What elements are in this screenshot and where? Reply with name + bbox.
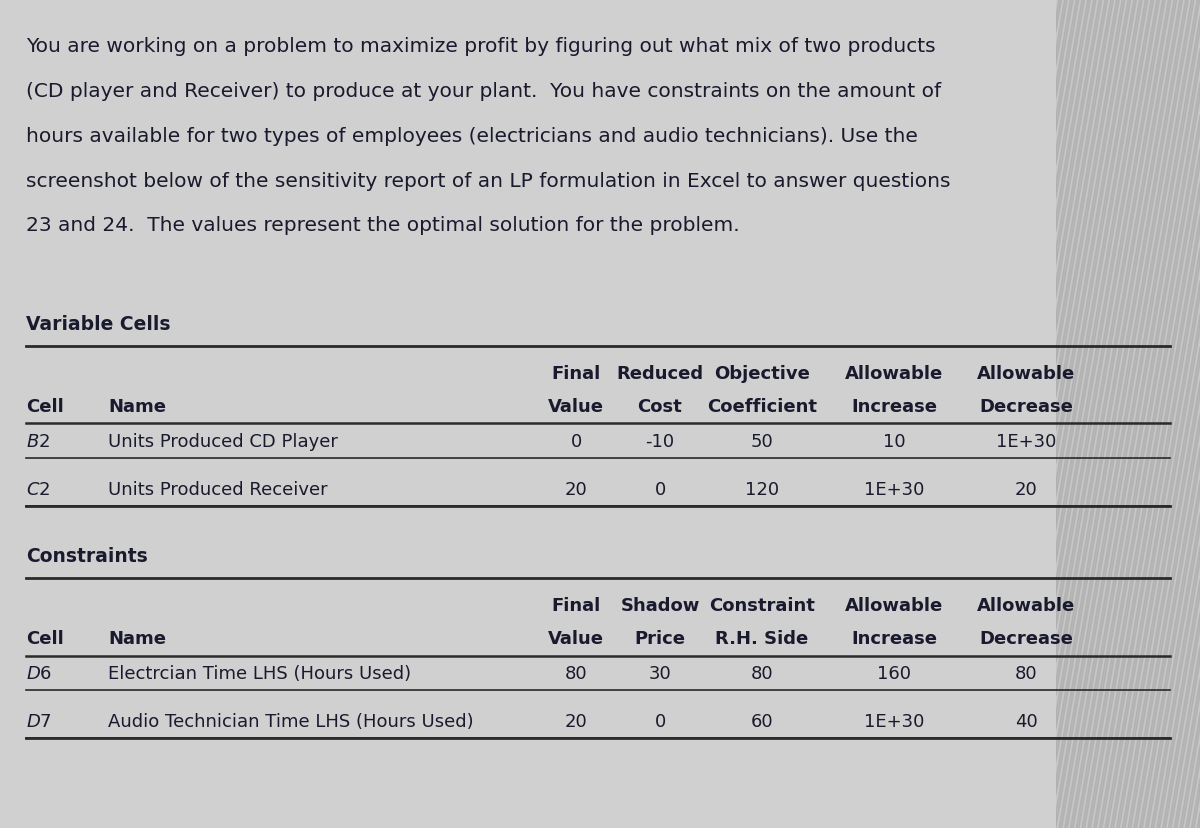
Text: hours available for two types of employees (electricians and audio technicians).: hours available for two types of employe… — [26, 127, 918, 146]
Text: 1E+30: 1E+30 — [996, 432, 1056, 450]
Text: 60: 60 — [751, 712, 773, 730]
Text: 40: 40 — [1015, 712, 1037, 730]
Text: 1E+30: 1E+30 — [864, 712, 924, 730]
Text: 80: 80 — [751, 664, 773, 682]
Text: Cell: Cell — [26, 397, 64, 416]
Text: Allowable: Allowable — [845, 364, 943, 383]
Text: Cell: Cell — [26, 629, 64, 647]
Text: Value: Value — [548, 629, 604, 647]
Text: Electrcian Time LHS (Hours Used): Electrcian Time LHS (Hours Used) — [108, 664, 412, 682]
Text: Variable Cells: Variable Cells — [26, 315, 170, 334]
Text: You are working on a problem to maximize profit by figuring out what mix of two : You are working on a problem to maximize… — [26, 37, 936, 56]
Text: Constraints: Constraints — [26, 546, 148, 566]
Text: 23 and 24.  The values represent the optimal solution for the problem.: 23 and 24. The values represent the opti… — [26, 216, 740, 235]
Text: $D$7: $D$7 — [26, 712, 53, 730]
Text: $D$6: $D$6 — [26, 664, 53, 682]
Text: Objective: Objective — [714, 364, 810, 383]
Text: Price: Price — [635, 629, 685, 647]
Text: Allowable: Allowable — [977, 596, 1075, 614]
Text: 30: 30 — [649, 664, 671, 682]
Text: Coefficient: Coefficient — [707, 397, 817, 416]
Text: (CD player and Receiver) to produce at your plant.  You have constraints on the : (CD player and Receiver) to produce at y… — [26, 82, 942, 101]
Text: Constraint: Constraint — [709, 596, 815, 614]
Text: 50: 50 — [751, 432, 773, 450]
Text: 20: 20 — [1015, 480, 1037, 498]
Text: Final: Final — [551, 596, 601, 614]
Text: Cost: Cost — [637, 397, 683, 416]
Text: Final: Final — [551, 364, 601, 383]
Text: 160: 160 — [877, 664, 911, 682]
Text: 120: 120 — [745, 480, 779, 498]
Text: Name: Name — [108, 629, 166, 647]
Text: 20: 20 — [565, 480, 587, 498]
Text: Shadow: Shadow — [620, 596, 700, 614]
Text: $B$2: $B$2 — [26, 432, 50, 450]
Text: 80: 80 — [1015, 664, 1037, 682]
Text: Units Produced Receiver: Units Produced Receiver — [108, 480, 328, 498]
Text: 0: 0 — [654, 480, 666, 498]
Text: -10: -10 — [646, 432, 674, 450]
Text: R.H. Side: R.H. Side — [715, 629, 809, 647]
Text: screenshot below of the sensitivity report of an LP formulation in Excel to answ: screenshot below of the sensitivity repo… — [26, 171, 950, 190]
Text: Value: Value — [548, 397, 604, 416]
Text: Name: Name — [108, 397, 166, 416]
Text: $C$2: $C$2 — [26, 480, 50, 498]
Text: Decrease: Decrease — [979, 629, 1073, 647]
Text: Allowable: Allowable — [845, 596, 943, 614]
Text: Reduced: Reduced — [617, 364, 703, 383]
Text: Decrease: Decrease — [979, 397, 1073, 416]
Text: 1E+30: 1E+30 — [864, 480, 924, 498]
Text: 0: 0 — [570, 432, 582, 450]
Text: 80: 80 — [565, 664, 587, 682]
Text: 10: 10 — [883, 432, 905, 450]
Text: Audio Technician Time LHS (Hours Used): Audio Technician Time LHS (Hours Used) — [108, 712, 474, 730]
Text: Increase: Increase — [851, 629, 937, 647]
Text: Units Produced CD Player: Units Produced CD Player — [108, 432, 338, 450]
Text: Allowable: Allowable — [977, 364, 1075, 383]
Text: Increase: Increase — [851, 397, 937, 416]
Text: 0: 0 — [654, 712, 666, 730]
Text: 20: 20 — [565, 712, 587, 730]
